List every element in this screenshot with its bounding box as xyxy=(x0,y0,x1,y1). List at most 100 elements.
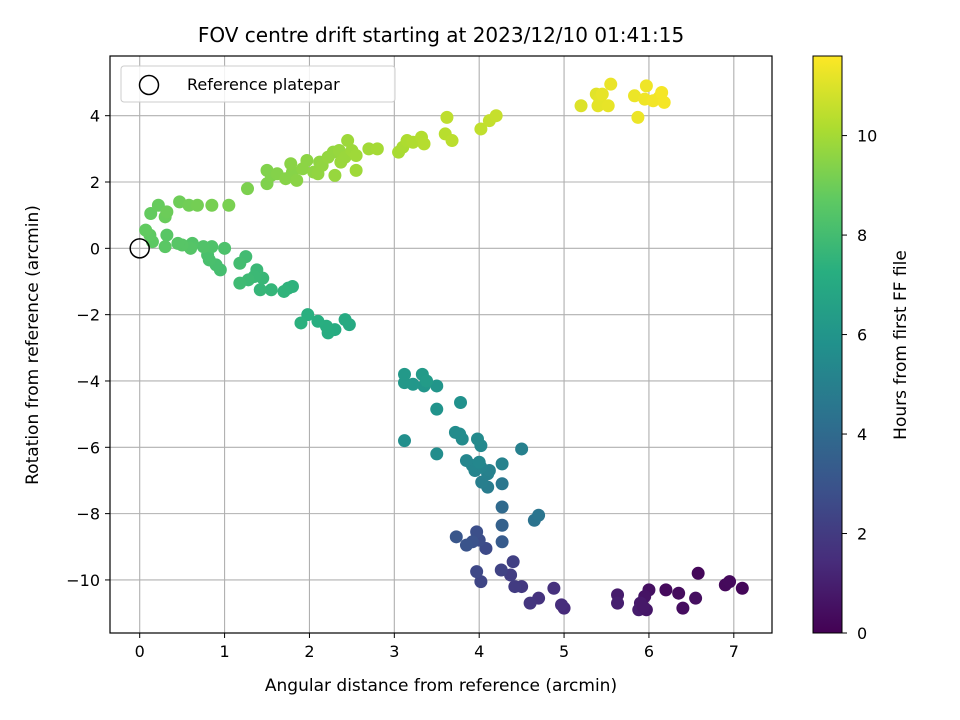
data-point xyxy=(218,241,232,255)
reference-platepar-marker xyxy=(129,238,150,259)
data-point xyxy=(631,110,645,124)
data-point xyxy=(398,367,412,381)
data-point xyxy=(595,87,609,101)
data-point xyxy=(260,163,274,177)
data-point xyxy=(611,596,625,610)
data-point xyxy=(222,198,236,212)
data-point xyxy=(449,530,463,544)
data-point xyxy=(398,434,412,448)
data-point xyxy=(453,427,467,441)
data-point xyxy=(495,477,509,491)
y-axis-label: Rotation from reference (arcmin) xyxy=(23,205,43,485)
data-point xyxy=(160,205,174,219)
data-point xyxy=(676,601,690,615)
data-point xyxy=(430,379,444,393)
y-tick-label: −10 xyxy=(66,571,100,590)
data-point xyxy=(370,142,384,156)
data-point xyxy=(420,374,434,388)
data-point xyxy=(495,535,509,549)
x-axis-ticks: 0 1 2 3 4 5 6 7 xyxy=(135,633,739,661)
data-point xyxy=(430,402,444,416)
data-point xyxy=(459,538,473,552)
x-tick-label: 3 xyxy=(389,642,399,661)
data-point xyxy=(489,109,503,123)
data-point xyxy=(494,563,508,577)
data-point xyxy=(300,153,314,167)
data-point xyxy=(555,598,569,612)
legend-box xyxy=(120,65,396,103)
plot-frame xyxy=(109,55,773,634)
data-point xyxy=(311,314,325,328)
data-point xyxy=(735,581,749,595)
chart-title: FOV centre drift starting at 2023/12/10 … xyxy=(198,23,684,47)
data-point xyxy=(508,580,522,594)
data-point xyxy=(472,455,486,469)
data-point xyxy=(495,457,509,471)
grid-lines xyxy=(110,56,772,633)
data-point xyxy=(294,316,308,330)
y-axis-ticks: −10 −8 −6 −4 −2 0 2 4 xyxy=(66,107,110,590)
data-point xyxy=(430,447,444,461)
colorbar-tick-label: 10 xyxy=(857,127,877,146)
data-point xyxy=(523,596,537,610)
data-point xyxy=(547,581,561,595)
data-point xyxy=(253,283,267,297)
data-point xyxy=(349,163,363,177)
colorbar-tick-label: 4 xyxy=(857,425,867,444)
data-point xyxy=(290,173,304,187)
data-point xyxy=(515,442,529,456)
data-point xyxy=(470,525,484,539)
data-point xyxy=(264,283,278,297)
y-tick-label: −8 xyxy=(76,505,100,524)
data-point xyxy=(532,508,546,522)
data-point xyxy=(495,500,509,514)
x-tick-label: 2 xyxy=(304,642,314,661)
data-point xyxy=(495,518,509,532)
data-point xyxy=(158,240,172,254)
x-tick-label: 5 xyxy=(559,642,569,661)
data-point xyxy=(672,586,686,600)
data-point xyxy=(139,223,153,237)
colorbar-tick-label: 8 xyxy=(857,226,867,245)
data-point xyxy=(604,77,618,91)
data-point xyxy=(574,99,588,113)
colorbar-label: Hours from first FF file xyxy=(891,250,911,440)
data-point xyxy=(277,284,291,298)
data-point xyxy=(459,454,473,468)
x-tick-label: 6 xyxy=(644,642,654,661)
data-point xyxy=(474,122,488,136)
data-point xyxy=(655,85,669,99)
x-tick-label: 4 xyxy=(474,642,484,661)
colorbar-tick-label: 2 xyxy=(857,525,867,544)
data-point xyxy=(445,134,459,148)
data-point xyxy=(440,110,454,124)
data-point xyxy=(160,228,174,242)
data-point xyxy=(328,168,342,182)
data-points xyxy=(129,77,749,617)
data-point xyxy=(341,134,355,148)
data-point xyxy=(417,137,431,151)
data-point xyxy=(454,396,468,410)
y-tick-label: 4 xyxy=(90,107,100,126)
colorbar-tick-label: 0 xyxy=(857,624,867,643)
data-point xyxy=(691,566,705,580)
colorbar-gradient xyxy=(812,55,843,634)
data-point xyxy=(636,599,650,613)
data-point xyxy=(601,99,615,113)
y-tick-label: 2 xyxy=(90,173,100,192)
x-tick-label: 7 xyxy=(729,642,739,661)
x-tick-label: 1 xyxy=(219,642,229,661)
data-point xyxy=(659,583,673,597)
data-point xyxy=(628,89,642,103)
legend: Reference platepar xyxy=(120,65,396,103)
data-point xyxy=(284,157,298,171)
data-point xyxy=(639,79,653,93)
x-axis-label: Angular distance from reference (arcmin) xyxy=(265,676,617,696)
data-point xyxy=(233,256,247,270)
data-point xyxy=(470,565,484,579)
colorbar-ticks: 0 2 4 6 8 10 xyxy=(842,127,877,643)
y-tick-label: −4 xyxy=(76,372,100,391)
data-point xyxy=(470,432,484,446)
legend-marker xyxy=(138,74,160,96)
